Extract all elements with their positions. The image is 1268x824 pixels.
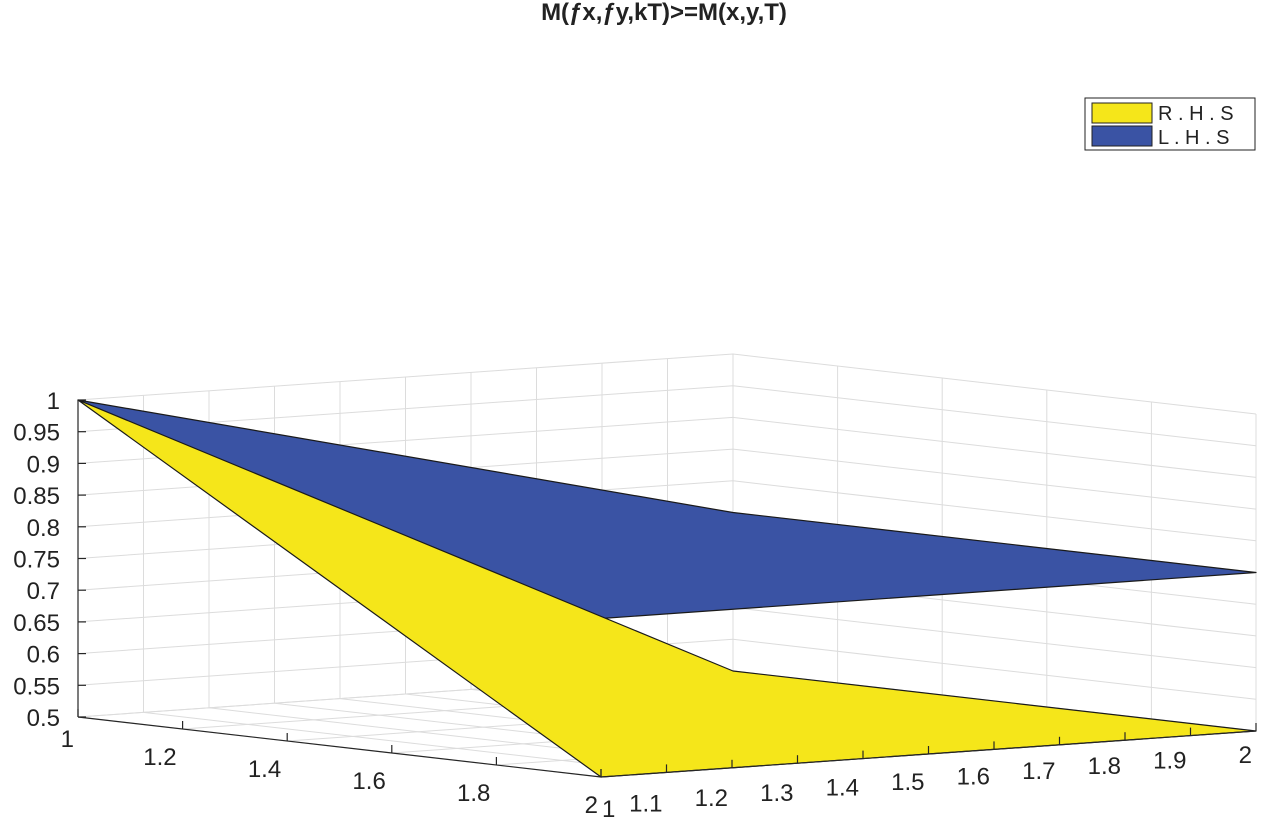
x-axis-line — [77, 716, 602, 778]
legend-label-lhs: L . H . S — [1158, 127, 1230, 149]
y-tick-label: 1.4 — [826, 774, 859, 801]
legend: R . H . S L . H . S — [1084, 97, 1256, 151]
z-tick-label: 0.75 — [13, 547, 60, 574]
z-tick-label: 0.7 — [27, 578, 60, 605]
x-tick-label: 1.2 — [143, 744, 176, 771]
x-tick-label: 1 — [61, 726, 74, 753]
x-tick-label: 1.8 — [457, 780, 490, 807]
legend-swatch-lhs — [1091, 125, 1153, 147]
tick-labels: 11.2 1.4 1.6 1.8 2 1 1.1 1.2 1.3 1.4 1.5 1.6 1.7 1.8 1… — [13, 388, 1257, 823]
z-tick-label: 0.6 — [27, 642, 60, 669]
y-tick-label: 1.1 — [629, 791, 662, 818]
y-tick-label: 1.2 — [695, 785, 728, 812]
y-tick-label: 1.6 — [957, 764, 990, 791]
x-tick-label: 2 — [585, 792, 598, 819]
z-tick-label: 1 — [47, 388, 60, 415]
y-tick-label: 1 — [602, 796, 615, 823]
x-tick-label: 1.4 — [248, 756, 281, 783]
chart-title: M(ƒx,ƒy,kT)>=M(x,y,T) — [541, 0, 787, 26]
y-tick-label: 1.7 — [1022, 758, 1055, 785]
y-tick-label: 2 — [1239, 742, 1252, 769]
z-tick-label: 0.5 — [27, 705, 60, 732]
z-tick-label: 0.85 — [13, 483, 60, 510]
z-tick-label: 0.95 — [13, 420, 60, 447]
z-tick-label: 0.8 — [27, 515, 60, 542]
z-tick-label: 0.9 — [27, 451, 60, 478]
z-tick-label: 0.65 — [13, 610, 60, 637]
grid-line-floor — [143, 711, 667, 773]
y-tick-label: 1.3 — [760, 780, 793, 807]
legend-swatch-rhs — [1091, 102, 1153, 124]
y-tick-label: 1.9 — [1153, 747, 1186, 774]
x-tick-label: 1.6 — [352, 768, 385, 795]
legend-label-rhs: R . H . S — [1158, 103, 1234, 125]
z-tick-label: 0.55 — [13, 673, 60, 700]
y-tick-label: 1.5 — [891, 769, 924, 796]
y-tick-label: 1.8 — [1088, 753, 1121, 780]
